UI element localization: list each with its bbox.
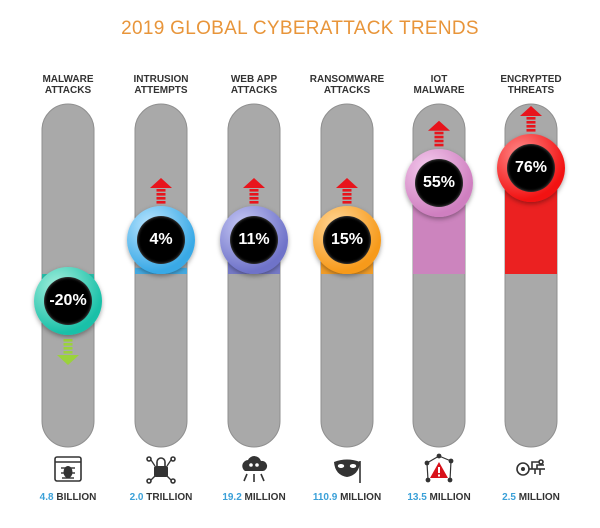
down-arrow-0: [57, 339, 79, 365]
value-bubble-1: 4%: [127, 206, 195, 274]
category-label-4: IOT MALWARE: [413, 74, 465, 96]
track-3: [320, 103, 374, 448]
category-label-3: RANSOMWARE ATTACKS: [309, 74, 385, 96]
value-bubble-0: -20%: [34, 267, 102, 335]
up-arrow-4: [428, 120, 450, 147]
category-label-1: INTRUSION ATTEMPTS: [133, 74, 189, 96]
key-circuit-icon: [514, 452, 548, 486]
total-label-5: 2.5 MILLION: [502, 492, 560, 503]
track-1: [134, 103, 188, 448]
chart-title: 2019 GLOBAL CYBERATTACK TRENDS: [121, 18, 479, 39]
malware-bug-icon: [51, 452, 85, 486]
track-2: [227, 103, 281, 448]
total-label-1: 2.0 TRILLION: [129, 492, 193, 503]
total-label-3: 110.9 MILLION: [312, 492, 382, 503]
category-label-0: MALWARE ATTACKS: [42, 74, 94, 96]
value-bubble-4: 55%: [405, 148, 473, 217]
up-arrow-2: [243, 178, 265, 204]
value-bubble-2: 11%: [220, 206, 288, 274]
total-label-2: 19.2 MILLION: [222, 492, 286, 503]
network-lock-icon: [144, 452, 178, 486]
value-label-5: 76%: [507, 144, 555, 192]
total-label-0: 4.8 BILLION: [39, 492, 97, 503]
cloud-skull-icon: [237, 452, 271, 486]
up-arrow-1: [150, 178, 172, 204]
category-label-2: WEB APP ATTACKS: [230, 74, 278, 96]
up-arrow-3: [336, 178, 358, 204]
mask-icon: [330, 452, 364, 486]
value-label-2: 11%: [230, 216, 278, 264]
value-label-4: 55%: [415, 158, 463, 207]
value-label-0: -20%: [44, 277, 92, 325]
value-label-3: 15%: [323, 216, 371, 264]
value-bubble-3: 15%: [313, 206, 381, 274]
value-label-1: 4%: [137, 216, 185, 264]
up-arrow-5: [520, 106, 542, 132]
total-label-4: 13.5 MILLION: [407, 492, 471, 503]
iot-network-icon: [422, 452, 456, 486]
category-label-5: ENCRYPTED THREATS: [500, 74, 562, 96]
value-bubble-5: 76%: [497, 134, 565, 202]
